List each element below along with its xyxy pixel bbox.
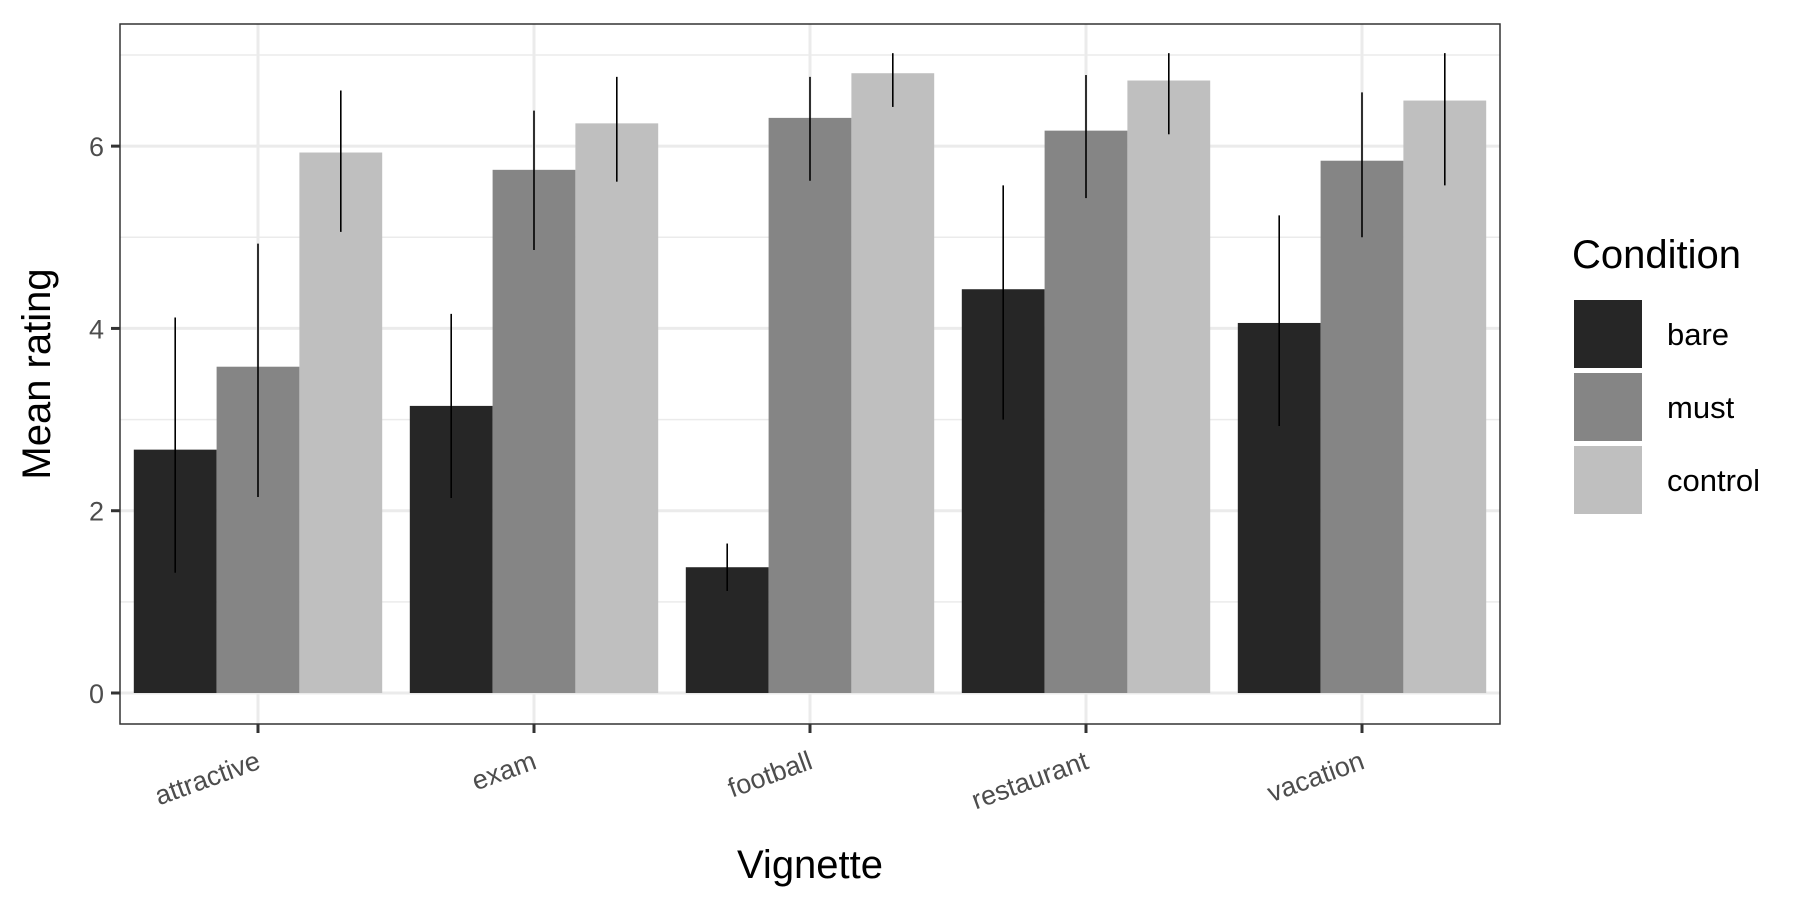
bar-control-exam: [575, 123, 659, 694]
bar-control-football: [851, 73, 935, 694]
legend-label-control: control: [1667, 463, 1760, 498]
legend-key-bare: [1574, 300, 1642, 368]
x-axis-title: Vignette: [737, 843, 883, 887]
legend-title: Condition: [1572, 233, 1741, 277]
y-tick-label: 4: [89, 314, 104, 344]
x-tick-label-restaurant: restaurant: [968, 745, 1093, 815]
legend-label-must: must: [1667, 390, 1735, 425]
error-bars-layer: [174, 53, 1446, 591]
legend-key-control: [1574, 446, 1642, 514]
legend: Condition bare must control: [1572, 233, 1760, 514]
legend-key-must: [1574, 373, 1642, 441]
bar-must-exam: [492, 169, 576, 694]
y-tick-label: 2: [89, 497, 104, 527]
y-axis-title: Mean rating: [15, 268, 59, 479]
bar-must-restaurant: [1044, 130, 1128, 694]
legend-label-bare: bare: [1667, 317, 1729, 352]
y-tick-label: 0: [89, 679, 104, 709]
y-tick-label: 6: [89, 132, 104, 162]
x-tick-label-attractive: attractive: [151, 745, 264, 811]
bar-control-vacation: [1403, 100, 1487, 694]
bar-control-restaurant: [1127, 80, 1211, 694]
bar-must-vacation: [1320, 160, 1404, 694]
x-tick-label-exam: exam: [468, 745, 540, 796]
x-tick-label-vacation: vacation: [1263, 745, 1368, 808]
bars-layer: [133, 73, 1487, 694]
bar-control-attractive: [299, 152, 383, 694]
x-tick-label-football: football: [724, 745, 816, 803]
bar-must-football: [768, 117, 852, 694]
